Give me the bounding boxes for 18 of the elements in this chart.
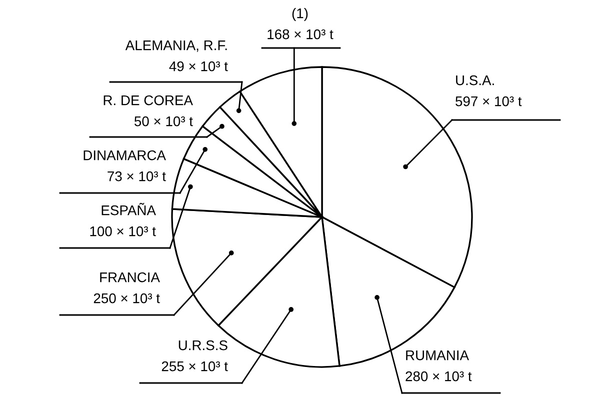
data-label: 73 × 10³ t [108, 171, 166, 182]
slice-label: FRANCIA [100, 272, 160, 282]
data-label: 168 × 10³ t [268, 29, 334, 40]
data-label: 49 × 10³ t [169, 61, 228, 72]
slice-label: U.R.S.S [178, 340, 228, 350]
slice-label: ESPAÑA [102, 202, 156, 216]
data-label: 255 × 10³ t [162, 361, 228, 372]
slice-label: ALEMANIA, R.F. [125, 40, 227, 52]
slice-label: DINAMARCA [84, 150, 166, 160]
data-label: 100 × 10³ t [90, 226, 156, 236]
slice-label: R. DE COREA [104, 95, 193, 106]
data-label: 280 × 10³ t [406, 371, 472, 382]
data-label: 50 × 10³ t [134, 116, 193, 126]
data-label: 597 × 10³ t [456, 96, 522, 106]
slice-label: U.S.A. [456, 75, 494, 86]
slice-label: (1) [292, 8, 308, 21]
data-label: 250 × 10³ t [94, 293, 160, 304]
slice-label: RUMANIA [406, 350, 470, 360]
